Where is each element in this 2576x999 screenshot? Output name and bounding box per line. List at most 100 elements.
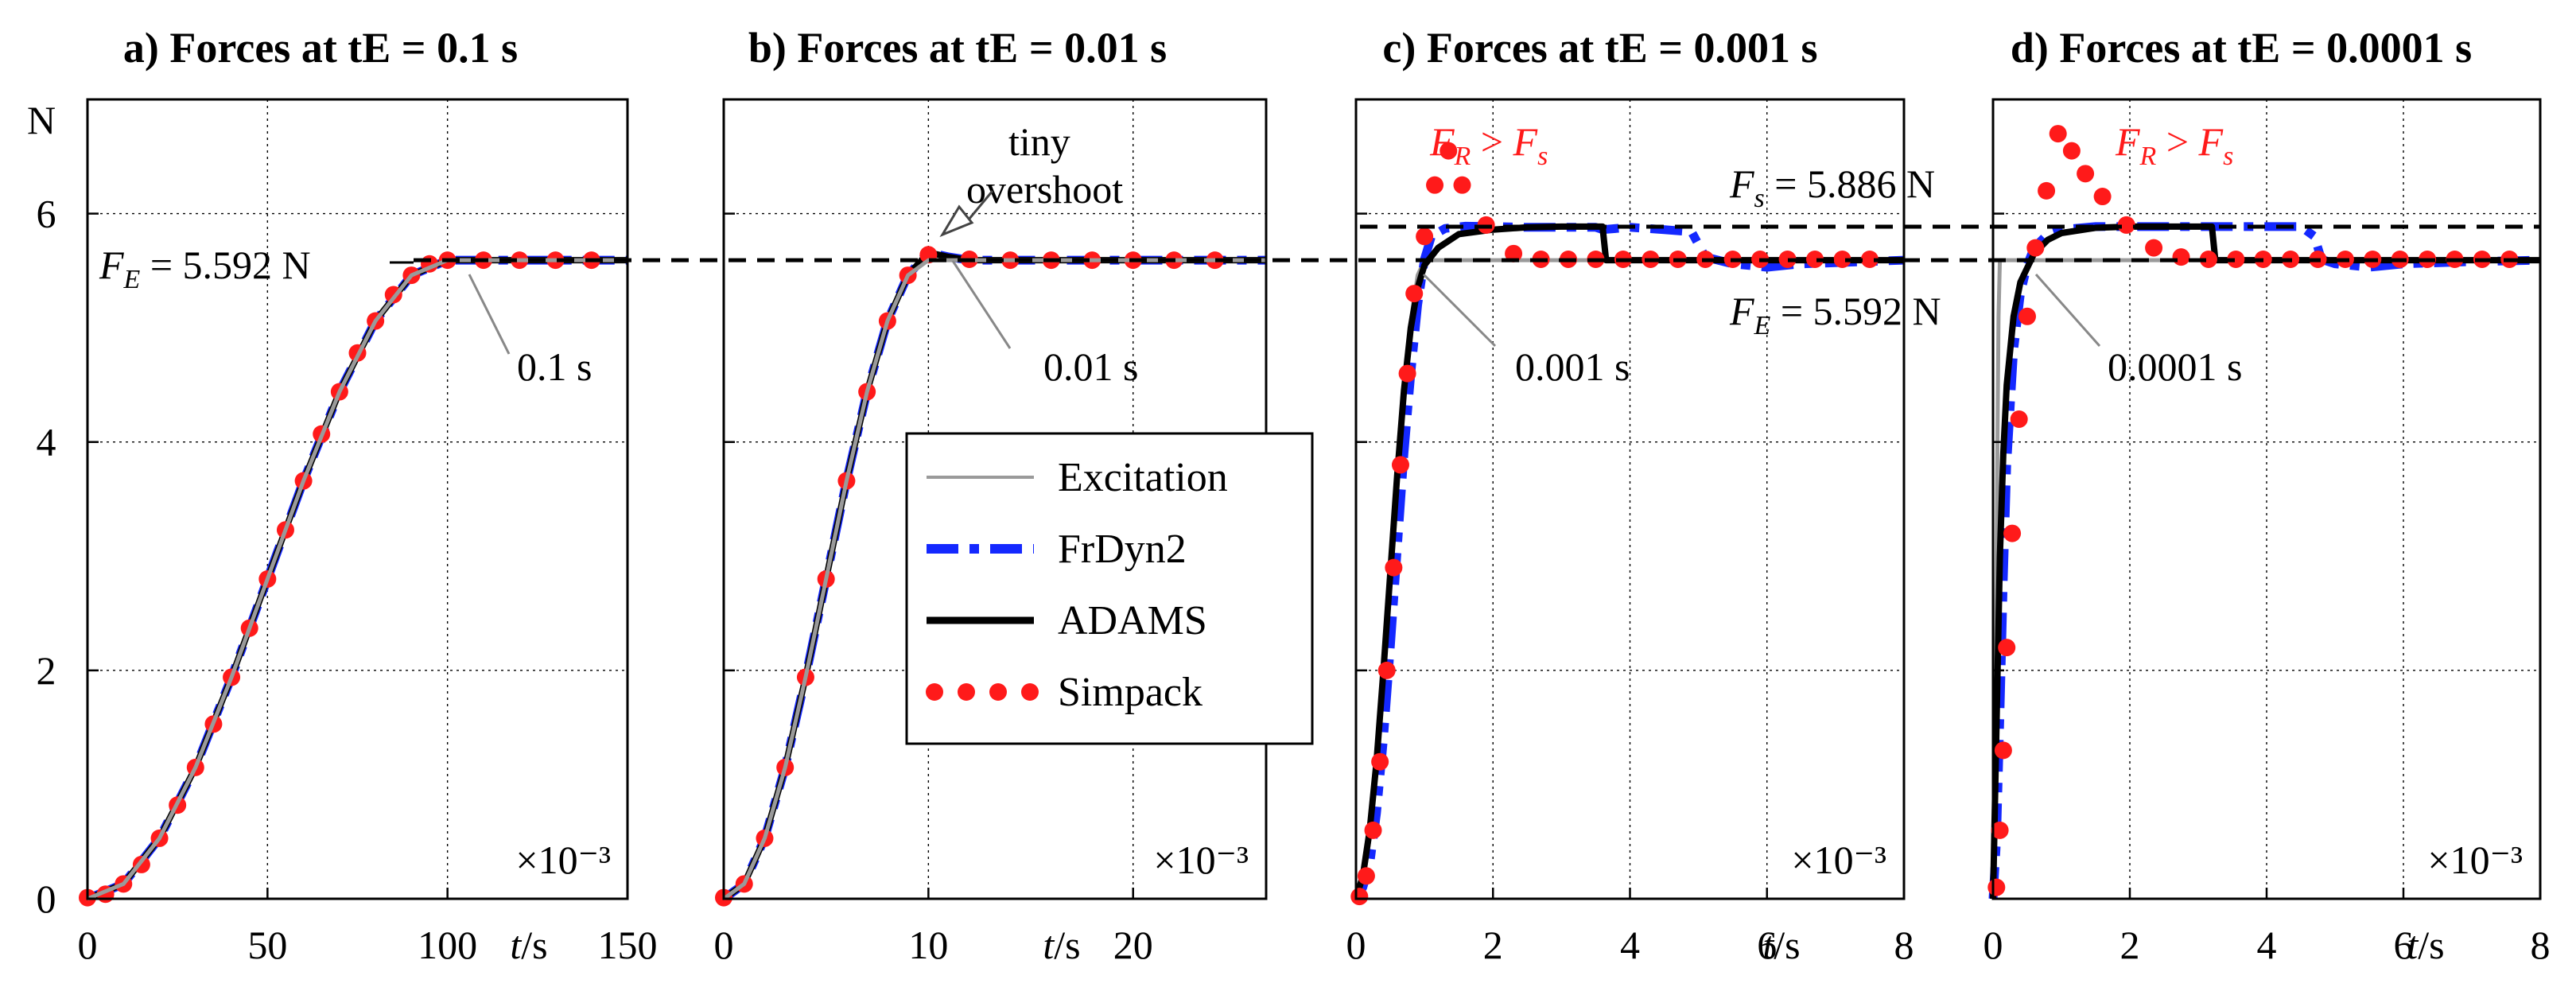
- panel-d-simpack-point: [2038, 181, 2056, 200]
- panel-d-title: d) Forces at tE = 0.0001 s: [2011, 24, 2472, 72]
- fs-label: Fs = 5.886 N: [1729, 161, 1935, 213]
- panel-b-xlabel: t/s: [1043, 923, 1080, 967]
- panel-c-simpack-point: [1778, 251, 1797, 268]
- panel-c-simpack-point: [1350, 888, 1369, 906]
- reference-lines: [414, 224, 2540, 262]
- panel-d-simpack-point: [2003, 524, 2022, 542]
- panel-c-simpack-point: [1806, 251, 1824, 268]
- panel-d-simpack-point: [2049, 125, 2067, 143]
- panel-c-xtick-label: 0: [1346, 923, 1366, 967]
- panel-d-simpack-point: [2077, 165, 2095, 183]
- panel-d-xtick-label: 4: [2257, 923, 2277, 967]
- panel-a-exponent: ×10⁻³: [515, 838, 611, 882]
- panel-d-simpack-point: [2199, 251, 2217, 268]
- panel-b-te-label: 0.01 s: [1043, 344, 1138, 389]
- legend-label-adams: ADAMS: [1058, 598, 1207, 643]
- panel-c-adams-line: [1353, 223, 1904, 900]
- panel-a-xtick-label: 150: [598, 923, 658, 967]
- panel-b-excitation-line: [722, 258, 1266, 901]
- panel-d-xlabel: t/s: [2407, 923, 2444, 967]
- panel-d-simpack-point: [2093, 188, 2112, 206]
- legend: Excitation FrDyn2 ADAMS Simpack: [905, 432, 1314, 745]
- panel-b-exponent: ×10⁻³: [1153, 838, 1249, 882]
- panel-b-xtick-label: 10: [908, 923, 948, 967]
- fr-label-c: FR > Fs: [1429, 119, 1548, 171]
- panel-c-simpack-point: [1860, 251, 1879, 268]
- panel-d-xtick-label: 0: [1983, 923, 2003, 967]
- legend-label-excitation: Excitation: [1058, 455, 1228, 500]
- panel-c-frame: [1354, 98, 1906, 900]
- panel-d-xtick-label: 6: [2394, 923, 2414, 967]
- panel-d-simpack-point: [1991, 821, 2009, 839]
- overshoot-label: overshoot: [966, 167, 1123, 212]
- panel-b-te-pointer: [951, 260, 1012, 349]
- panel-d-frame: [1991, 98, 2542, 900]
- panel-c-exponent: ×10⁻³: [1791, 838, 1886, 882]
- panel-d-simpack-point: [1994, 741, 2012, 760]
- panel-d-xtick-label: 2: [2120, 923, 2140, 967]
- panel-c-simpack-point: [1426, 176, 1444, 194]
- legend-label-simpack: Simpack: [1058, 670, 1203, 715]
- panel-a-title: a) Forces at tE = 0.1 s: [123, 24, 518, 72]
- panel-a-excitation-line: [87, 258, 627, 901]
- panel-c-simpack-point: [1364, 821, 1382, 839]
- panel-d-simpack-point: [2227, 251, 2245, 268]
- y-tick-label: 4: [37, 420, 56, 465]
- panel-c-xtick-label: 2: [1483, 923, 1503, 967]
- fr-label-d: FR > Fs: [2115, 119, 2233, 171]
- panel-d-frdyn2-line: [1988, 222, 2541, 900]
- legend-label-frdyn2: FrDyn2: [1058, 527, 1187, 572]
- panel-c-simpack-point: [1357, 867, 1375, 885]
- panel-c-te-label: 0.001 s: [1515, 344, 1630, 389]
- panel-b-xtick-label: 20: [1113, 923, 1153, 967]
- panel-a-xtick-label: 100: [418, 923, 477, 967]
- panel-c-xtick-label: 6: [1757, 923, 1777, 967]
- y-tick-label: 0: [37, 877, 56, 921]
- panel-c-te-pointer: [1422, 273, 1497, 348]
- panel-a-xlabel: t/s: [510, 923, 547, 967]
- panel-b-title: b) Forces at tE = 0.01 s: [748, 24, 1167, 72]
- panel-d-simpack-point: [1987, 878, 2006, 896]
- panel-d-simpack-point: [2145, 239, 2163, 257]
- panel-c-xtick-label: 4: [1620, 923, 1640, 967]
- panel-c-simpack-point: [1505, 244, 1523, 262]
- panel-c-simpack-point: [1833, 251, 1851, 268]
- panel-c-simpack-point: [1371, 752, 1389, 771]
- panel-d-simpack-point: [2117, 216, 2135, 234]
- y-unit-label: N: [27, 98, 56, 142]
- panel-d-xtick-label: 8: [2531, 923, 2551, 967]
- panel-d-simpack-point: [2018, 307, 2036, 325]
- panel-c-simpack-point: [1416, 227, 1434, 246]
- panel-a: a) Forces at tE = 0.1 s N 0 50 100 1500246 …: [27, 24, 658, 967]
- panel-d-simpack-point: [2026, 239, 2045, 257]
- panel-d: d) Forces at tE = 0.0001 s 0 2 4 6 8 t/s ×10…: [1983, 24, 2551, 967]
- panel-b-xtick-label: 0: [714, 923, 734, 967]
- panel-c-title: c) Forces at tE = 0.001 s: [1382, 24, 1817, 72]
- panel-c-simpack-point: [1405, 285, 1424, 303]
- panel-c-simpack-point: [1440, 142, 1458, 160]
- panel-a-te-label: 0.1 s: [517, 344, 592, 389]
- panel-d-adams-line: [1990, 223, 2540, 900]
- panel-c-xlabel: t/s: [1762, 923, 1800, 967]
- panel-c-simpack-point: [1453, 176, 1471, 194]
- panel-a-te-pointer: [468, 274, 511, 355]
- y-tick-label: 6: [37, 192, 56, 236]
- overshoot-arrow: [939, 204, 974, 238]
- panel-c-simpack-point: [1385, 558, 1403, 577]
- panel-d-simpack-point: [1998, 639, 2016, 657]
- panel-c-simpack-point: [1398, 364, 1416, 383]
- y-tick-label: 2: [37, 648, 56, 693]
- overshoot-arrow-stem: [967, 190, 994, 220]
- panel-a-frame: [86, 98, 629, 900]
- panel-d-te-label: 0.0001 s: [2108, 344, 2242, 389]
- tiny-label: tiny: [1008, 119, 1070, 164]
- panel-c-xtick-label: 8: [1894, 923, 1914, 967]
- panel-b: b) Forces at tE = 0.01 s 0 10 20 t/s ×10⁻³…: [714, 24, 1268, 967]
- panel-d-simpack-point: [2172, 248, 2190, 266]
- fe-label-right: FE = 5.592 N: [1729, 289, 1941, 340]
- fe-label-left: FE = 5.592 N: [99, 243, 311, 294]
- panel-c-simpack-point: [1391, 456, 1409, 474]
- panel-d-exponent: ×10⁻³: [2427, 838, 2523, 882]
- panel-c-simpack-point: [1377, 661, 1396, 679]
